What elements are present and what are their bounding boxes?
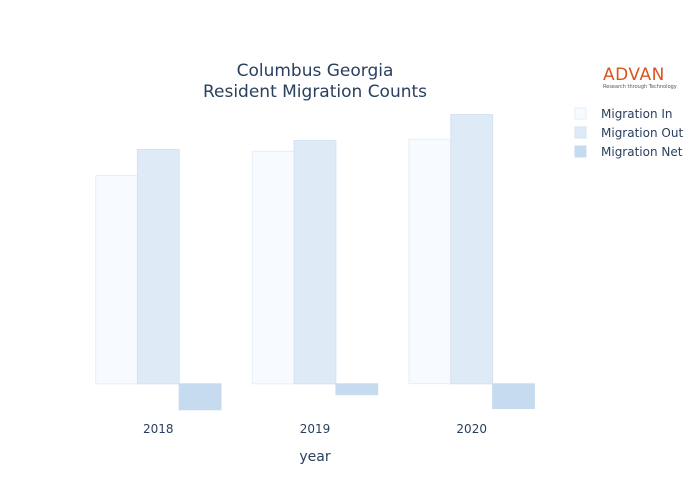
bar-migration-in-2019[interactable] (251, 150, 295, 385)
bar-migration-out-2020[interactable] (450, 114, 494, 385)
legend-swatch-migration-out[interactable] (574, 126, 587, 139)
logo-name: ADVAN (603, 65, 665, 85)
bars (95, 114, 535, 411)
bar-migration-out-2018[interactable] (136, 149, 180, 385)
legend-label-migration-in[interactable]: Migration In (601, 107, 673, 121)
bar-migration-net-2020[interactable] (492, 383, 535, 410)
x-axis-title: year (299, 449, 330, 465)
bar-migration-out-2019[interactable] (293, 140, 337, 385)
legend-swatch-migration-in[interactable] (574, 107, 587, 120)
bar-migration-net-2019[interactable] (335, 383, 379, 396)
logo-tagline: Research through Technology (603, 84, 677, 90)
x-tick-label: 2018 (143, 422, 174, 436)
x-tick-label: 2019 (300, 422, 331, 436)
legend-label-migration-out[interactable]: Migration Out (601, 126, 683, 140)
bar-migration-in-2020[interactable] (408, 138, 452, 385)
chart-title-line-1: Columbus Georgia (237, 61, 394, 81)
advan-logo: ADVAN Research through Technology (603, 65, 677, 90)
bar-migration-in-2018[interactable] (95, 175, 138, 385)
chart-title: Columbus Georgia Resident Migration Coun… (203, 61, 427, 102)
bar-migration-net-2018[interactable] (178, 383, 222, 411)
x-tick-label: 2020 (456, 422, 487, 436)
chart-title-line-2: Resident Migration Counts (203, 82, 427, 102)
legend-label-migration-net[interactable]: Migration Net (601, 145, 683, 159)
legend[interactable]: Migration In Migration Out Migration Net (574, 107, 683, 159)
x-axis-ticks: 2018 2019 2020 (143, 422, 487, 436)
legend-swatch-migration-net[interactable] (574, 145, 587, 158)
